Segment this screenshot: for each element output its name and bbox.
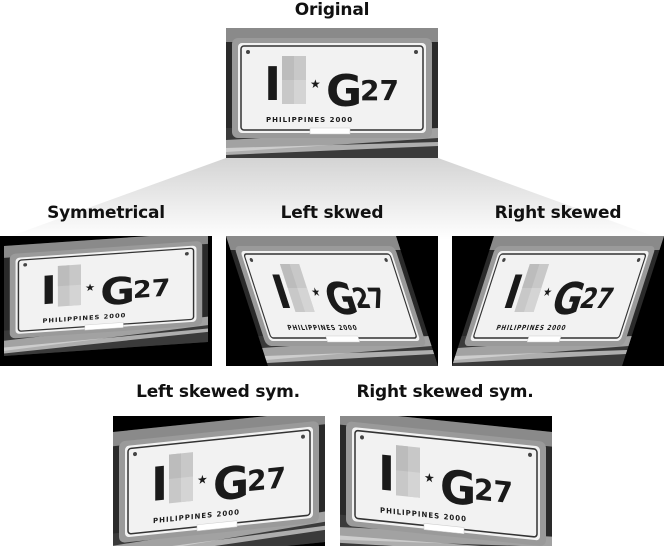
plate-left-char: I xyxy=(264,57,281,111)
license-plate-photo: I ★ G27 PHILIPPINES 2000 xyxy=(226,28,438,158)
plate-country: PHILIPPINES 2000 xyxy=(286,324,359,333)
label-symmetrical: Symmetrical xyxy=(47,203,165,223)
plate-series: G xyxy=(100,269,135,314)
right-skewed-image: I ★ G 27 PHILIPPINES 2000 xyxy=(452,236,664,366)
plate-series: G xyxy=(440,459,476,517)
plate-country: PHILIPPINES 2000 xyxy=(495,324,568,333)
svg-text:★: ★ xyxy=(424,470,435,485)
plate-left-char: I xyxy=(151,456,168,512)
symmetrical-image: I ★ G 27 PHILIPPINES 2000 xyxy=(0,236,212,366)
label-original: Original xyxy=(294,0,370,20)
svg-text:★: ★ xyxy=(197,472,208,487)
original-image: I ★ G 27 PHILIPPINES 2000 xyxy=(226,28,438,158)
plate-series: G xyxy=(326,66,362,117)
plate-country: PHILIPPINES 2000 xyxy=(266,116,353,124)
left-skewed-sym-image: I ★ G 27 PHILIPPINES 2000 xyxy=(113,416,325,546)
label-right-skewed: Right skewed xyxy=(494,203,622,223)
svg-text:★: ★ xyxy=(85,281,96,294)
label-left-skewed: Left skwed xyxy=(280,203,384,223)
label-left-skewed-sym: Left skewed sym. xyxy=(136,382,300,402)
label-right-skewed-sym: Right skewed sym. xyxy=(356,382,534,402)
left-skewed-image: I ★ G 27 PHILIPPINES 2000 xyxy=(226,236,438,366)
plate-left-char: I xyxy=(378,445,395,503)
plate-number: 27 xyxy=(474,472,513,511)
plate-number: 27 xyxy=(247,461,286,498)
plate-number: 27 xyxy=(360,74,399,107)
right-skewed-sym-image: I ★ G 27 PHILIPPINES 2000 xyxy=(340,416,552,546)
plate-number: 27 xyxy=(133,273,170,304)
plate-series: G xyxy=(213,457,249,512)
plate-left-char: I xyxy=(41,267,57,314)
svg-text:★: ★ xyxy=(310,77,321,91)
